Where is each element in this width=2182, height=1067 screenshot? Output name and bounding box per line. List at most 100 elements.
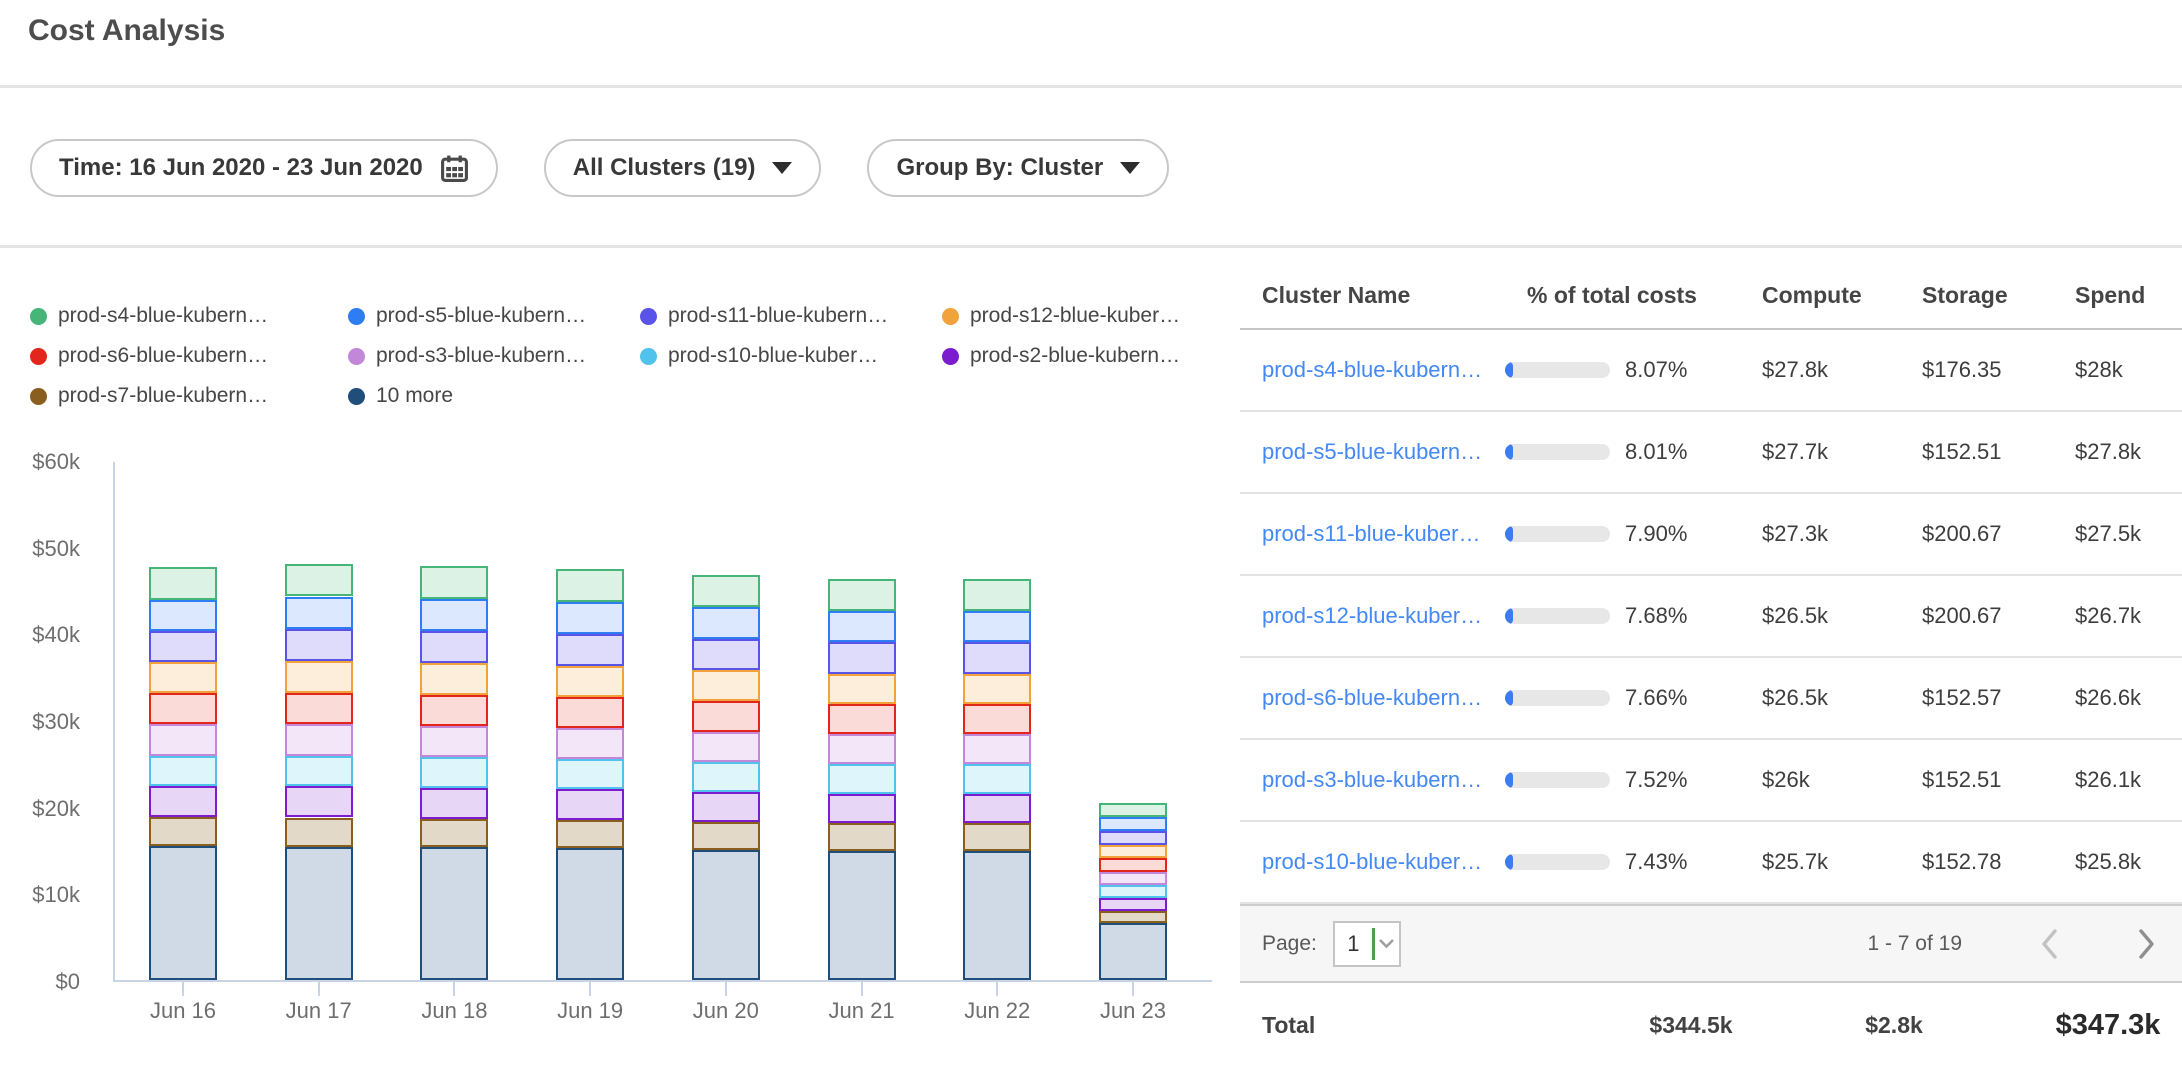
bar-segment[interactable] — [556, 602, 624, 634]
bar-segment[interactable] — [285, 564, 353, 597]
bar-segment[interactable] — [285, 786, 353, 817]
bar-segment[interactable] — [963, 642, 1031, 673]
next-page-button[interactable] — [2137, 928, 2156, 960]
bar-segment[interactable] — [556, 848, 624, 980]
bar-segment[interactable] — [963, 674, 1031, 704]
bar-segment[interactable] — [556, 728, 624, 759]
bar-segment[interactable] — [828, 794, 896, 823]
bar-segment[interactable] — [692, 822, 760, 850]
time-range-filter[interactable]: Time: 16 Jun 2020 - 23 Jun 2020 — [30, 139, 498, 197]
bar-segment[interactable] — [963, 579, 1031, 611]
bar-segment[interactable] — [149, 600, 217, 631]
bar-segment[interactable] — [149, 631, 217, 662]
cluster-name-link[interactable]: prod-s5-blue-kubern… — [1262, 439, 1482, 464]
column-header-storage[interactable]: Storage — [1922, 282, 2075, 309]
bar-segment[interactable] — [149, 693, 217, 724]
bar-segment[interactable] — [963, 823, 1031, 851]
bar-segment[interactable] — [149, 756, 217, 786]
bar-segment[interactable] — [149, 817, 217, 846]
bar-segment[interactable] — [556, 697, 624, 728]
bar-segment[interactable] — [692, 639, 760, 670]
bar-segment[interactable] — [556, 789, 624, 819]
cluster-name-link[interactable]: prod-s4-blue-kubern… — [1262, 357, 1482, 382]
bar-segment[interactable] — [963, 851, 1031, 980]
bar-segment[interactable] — [285, 847, 353, 980]
cluster-name-link[interactable]: prod-s12-blue-kuber… — [1262, 603, 1482, 628]
bar-segment[interactable] — [963, 794, 1031, 823]
bar-segment[interactable] — [828, 611, 896, 642]
bar-segment[interactable] — [828, 579, 896, 611]
bar-segment[interactable] — [420, 695, 488, 726]
bar-segment[interactable] — [692, 575, 760, 608]
bar-segment[interactable] — [1099, 817, 1167, 831]
bar-segment[interactable] — [285, 756, 353, 787]
cluster-name-link[interactable]: prod-s10-blue-kuber… — [1262, 849, 1482, 874]
bar-segment[interactable] — [1099, 858, 1167, 871]
cluster-name-link[interactable]: prod-s11-blue-kuber… — [1262, 521, 1480, 546]
bar-segment[interactable] — [692, 701, 760, 732]
bar-segment[interactable] — [828, 674, 896, 704]
bar-segment[interactable] — [1099, 845, 1167, 858]
bar-segment[interactable] — [963, 734, 1031, 764]
bar-segment[interactable] — [1099, 885, 1167, 898]
bar-segment[interactable] — [692, 732, 760, 762]
bar-segment[interactable] — [420, 631, 488, 663]
bar-segment[interactable] — [692, 762, 760, 792]
bar-segment[interactable] — [963, 611, 1031, 643]
bar-segment[interactable] — [420, 663, 488, 695]
bar-segment[interactable] — [149, 662, 217, 693]
bar-segment[interactable] — [420, 599, 488, 632]
bar-segment[interactable] — [963, 704, 1031, 734]
bar-segment[interactable] — [285, 818, 353, 847]
bar-segment[interactable] — [828, 642, 896, 673]
bar-segment[interactable] — [692, 850, 760, 980]
bar-segment[interactable] — [1099, 872, 1167, 885]
bar-segment[interactable] — [285, 629, 353, 661]
bar-segment[interactable] — [1099, 911, 1167, 923]
bar-segment[interactable] — [420, 757, 488, 788]
column-header-spend[interactable]: Spend — [2075, 282, 2182, 309]
bar-segment[interactable] — [692, 607, 760, 639]
bar-segment[interactable] — [420, 788, 488, 819]
bar-segment[interactable] — [556, 569, 624, 602]
column-header-compute[interactable]: Compute — [1762, 282, 1922, 309]
bar-segment[interactable] — [149, 567, 217, 600]
bar-segment[interactable] — [556, 820, 624, 849]
bar-segment[interactable] — [1099, 923, 1167, 980]
bar-segment[interactable] — [285, 661, 353, 693]
bar-segment[interactable] — [692, 792, 760, 822]
column-header-pct-of-total[interactable]: % of total costs — [1505, 282, 1762, 309]
bar-segment[interactable] — [1099, 831, 1167, 845]
column-header-cluster-name[interactable]: Cluster Name — [1240, 282, 1505, 309]
bar-segment[interactable] — [828, 764, 896, 793]
bar-segment[interactable] — [828, 823, 896, 851]
bar-segment[interactable] — [420, 726, 488, 757]
group-by-filter[interactable]: Group By: Cluster — [867, 139, 1169, 197]
bar-segment[interactable] — [1099, 898, 1167, 911]
bar-segment[interactable] — [828, 734, 896, 764]
bar-segment[interactable] — [420, 847, 488, 980]
bar-segment[interactable] — [420, 819, 488, 848]
page-select[interactable]: 1 — [1333, 921, 1401, 967]
bar-segment[interactable] — [692, 670, 760, 701]
bar-segment[interactable] — [285, 693, 353, 725]
bar-segment[interactable] — [285, 724, 353, 755]
bar-segment[interactable] — [285, 597, 353, 630]
cluster-name-link[interactable]: prod-s3-blue-kubern… — [1262, 767, 1482, 792]
bar-segment[interactable] — [420, 566, 488, 599]
bar-segment[interactable] — [556, 759, 624, 789]
bar-segment[interactable] — [556, 634, 624, 666]
bar-segment[interactable] — [149, 724, 217, 755]
bar-segment[interactable] — [828, 851, 896, 980]
x-axis-tick-label: Jun 20 — [656, 998, 796, 1024]
cluster-name-link[interactable]: prod-s6-blue-kubern… — [1262, 685, 1482, 710]
bar-segment[interactable] — [1099, 803, 1167, 817]
bar-segment[interactable] — [828, 704, 896, 734]
legend-item: prod-s11-blue-kubern… — [640, 304, 942, 328]
previous-page-button[interactable] — [2040, 928, 2059, 960]
bar-segment[interactable] — [149, 846, 217, 980]
bar-segment[interactable] — [149, 786, 217, 817]
bar-segment[interactable] — [556, 666, 624, 697]
clusters-filter[interactable]: All Clusters (19) — [544, 139, 822, 197]
bar-segment[interactable] — [963, 764, 1031, 793]
